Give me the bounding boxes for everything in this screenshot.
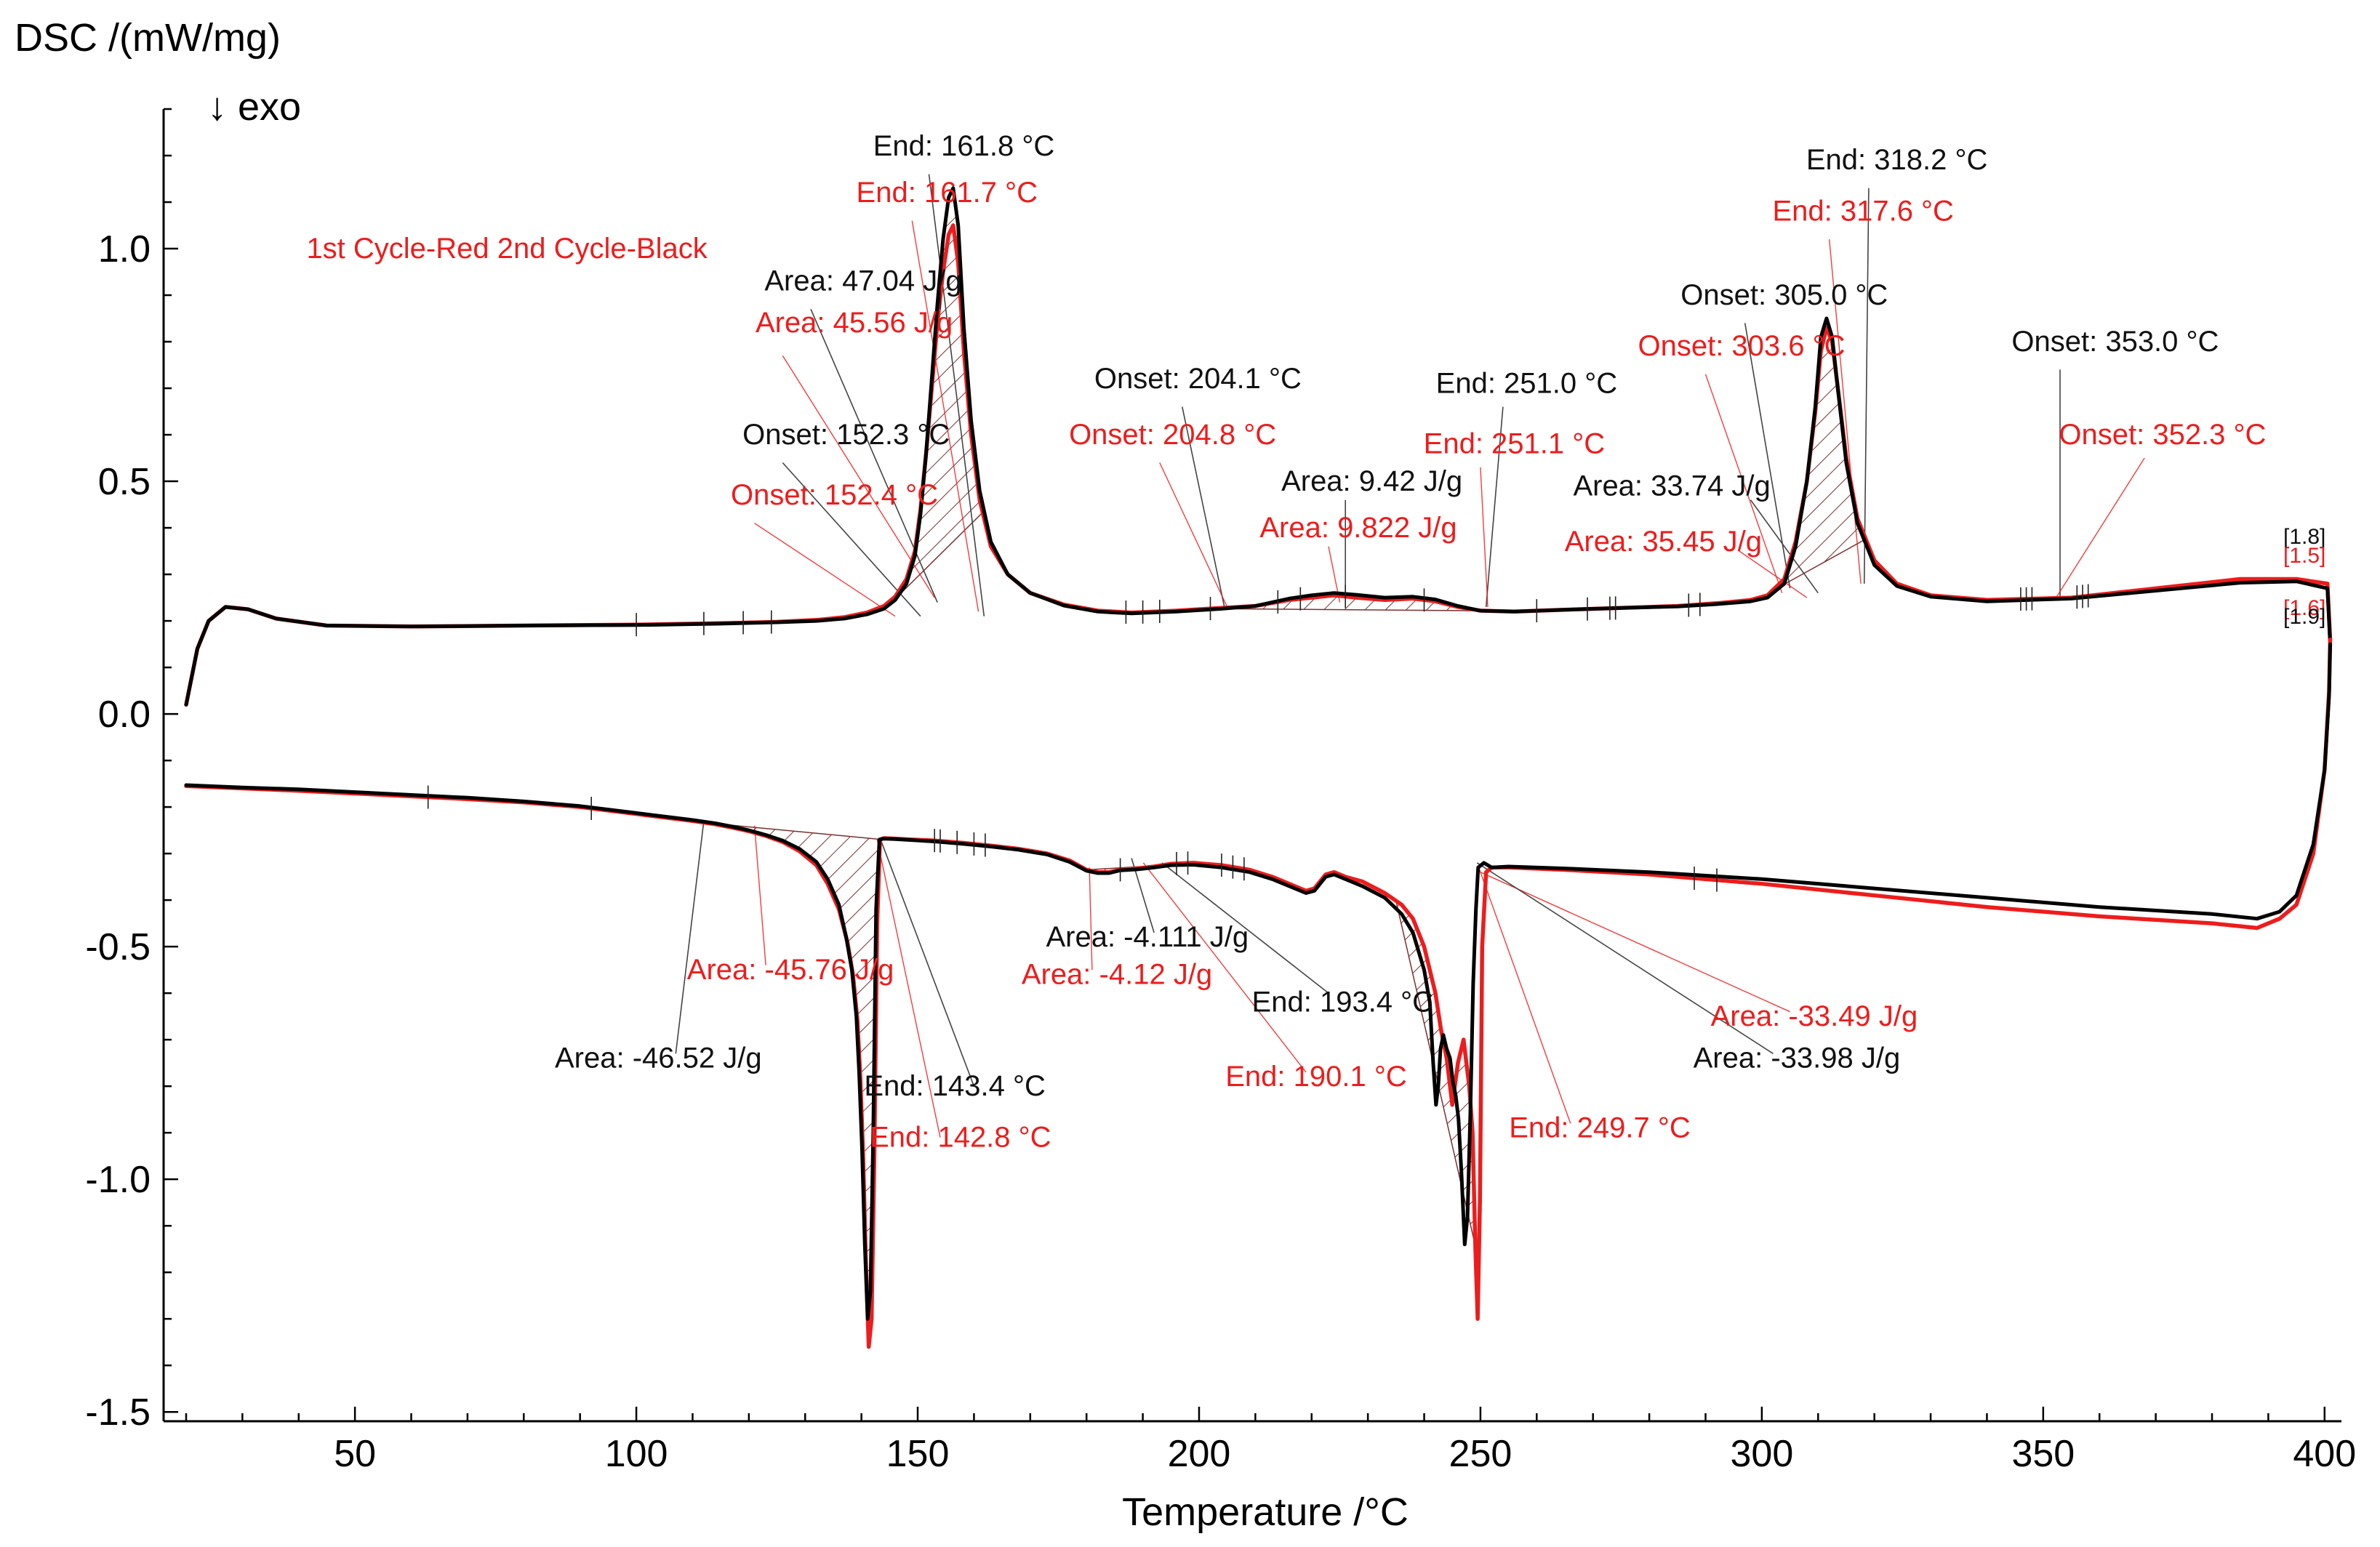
leader-line (1159, 462, 1228, 608)
x-tick-label: 300 (1730, 1433, 1793, 1475)
curve-tick-marks (427, 286, 2089, 892)
leader-line (1750, 499, 1819, 594)
leader-line (1485, 406, 1504, 607)
x-tick-label: 100 (605, 1433, 668, 1475)
leader-line (911, 220, 979, 612)
series-line (184, 223, 2333, 707)
x-tick-label: 400 (2293, 1433, 2356, 1475)
x-tick-label: 50 (334, 1433, 376, 1475)
segment-label: [1.5] (2283, 544, 2325, 568)
leader-line (880, 839, 975, 1087)
leader-line (810, 308, 938, 603)
annotation-label: Onset: 204.8 °C (1069, 419, 1276, 451)
annotation-label: Onset: 303.6 °C (1638, 330, 1845, 362)
annotation-label: Area: 33.74 J/g (1573, 470, 1770, 502)
leader-line (1089, 867, 1093, 971)
annotation-label: Area: 47.04 J/g (764, 265, 961, 297)
y-tick-label: -1.0 (85, 1159, 151, 1201)
leader-line (1478, 867, 1571, 1124)
leader-line (2056, 457, 2145, 598)
annotation-label: Area: -33.98 J/g (1694, 1042, 1901, 1074)
annotation-label: Area: 35.45 J/g (1565, 526, 1762, 558)
leader-line (1739, 550, 1808, 598)
y-tick-label: -1.5 (85, 1391, 151, 1434)
annotation-label: Area: 9.42 J/g (1281, 465, 1462, 497)
y-tick-label: -0.5 (85, 926, 151, 968)
annotation-label: Area: -4.12 J/g (1022, 958, 1212, 990)
leader-line (782, 355, 935, 598)
leader-line (876, 839, 941, 1138)
peak-area (1395, 899, 1480, 1319)
series-line (184, 186, 2332, 707)
dsc-curves (184, 186, 2333, 1349)
x-axis-title: Temperature /°C (1122, 1490, 1409, 1534)
leader-line (1829, 239, 1862, 584)
annotation-label: Onset: 152.3 °C (742, 419, 950, 451)
annotation-label: Area: -33.49 J/g (1711, 1000, 1918, 1032)
x-tick-label: 350 (2011, 1433, 2075, 1475)
annotation-label: Onset: 152.4 °C (731, 479, 938, 511)
annotation-label: End: 318.2 °C (1806, 144, 1988, 176)
leader-line (928, 174, 985, 616)
annotation-label: Onset: 204.1 °C (1094, 363, 1302, 395)
annotation-label: End: 317.6 °C (1772, 196, 1954, 228)
peak-area (703, 821, 881, 1347)
x-tick-label: 200 (1168, 1433, 1231, 1475)
leader-line (1704, 374, 1783, 593)
leader-line (753, 825, 766, 965)
leader-line (1480, 467, 1488, 607)
annotation-label: End: 193.4 °C (1252, 987, 1434, 1018)
leader-line (1142, 862, 1307, 1073)
leader-line (754, 523, 896, 617)
leader-line (1476, 862, 1774, 1054)
series-line (184, 642, 2332, 1321)
x-tick-label: 250 (1449, 1433, 1512, 1475)
annotation-label: End: 161.7 °C (857, 177, 1038, 209)
segment-label: [1.6] (2283, 596, 2325, 620)
annotation-label: End: 190.1 °C (1225, 1061, 1407, 1093)
annotation-label: End: 161.8 °C (873, 130, 1055, 162)
annotation-label: 1st Cycle-Red 2nd Cycle-Black (306, 233, 708, 265)
annotation-label: Area: 45.56 J/g (756, 307, 953, 339)
annotation-label: End: 143.4 °C (864, 1070, 1046, 1102)
exo-direction-label: ↓ exo (207, 85, 301, 129)
segment-label: [1.9] (2283, 605, 2325, 629)
annotation-label: Onset: 352.3 °C (2059, 419, 2266, 451)
annotation-label: Onset: 305.0 °C (1680, 279, 1888, 311)
annotation-label: Area: -4.111 J/g (1046, 921, 1249, 953)
annotation-label: Onset: 353.0 °C (2011, 326, 2219, 358)
y-tick-label: 0.5 (98, 461, 151, 503)
annotation-label: Area: 9.822 J/g (1259, 512, 1457, 544)
peak-annotations: End: 161.8 °C End: 161.7 °C Area: 47.04 J/… (306, 130, 2266, 1153)
annotation-label: End: 251.1 °C (1424, 428, 1606, 460)
y-axis-title: DSC /(mW/mg) (15, 16, 281, 60)
y-tick-label: 1.0 (98, 228, 151, 270)
leader-line (675, 821, 705, 1054)
leader-line (1863, 188, 1870, 584)
x-tick-label: 150 (886, 1433, 950, 1475)
annotation-label: Area: -46.52 J/g (555, 1042, 762, 1074)
segment-labels: [1.8] [1.5] [1.6] [1.9] (2283, 525, 2325, 629)
leader-line (1480, 872, 1790, 1013)
annotation-label: End: 142.8 °C (870, 1121, 1051, 1153)
y-tick-label: 0.0 (98, 694, 151, 736)
segment-label: [1.8] (2283, 525, 2325, 549)
annotation-label: End: 251.0 °C (1436, 367, 1618, 399)
annotation-label: End: 249.7 °C (1509, 1112, 1691, 1144)
plot-axes: 50 100 150 200 250 300 350 400 -1.5 -1.0 -0.5 0.0 0.… (85, 108, 2356, 1475)
leader-line (1182, 406, 1225, 608)
annotation-label: Area: -45.76 J/g (687, 954, 894, 986)
leader-line (1161, 862, 1329, 994)
